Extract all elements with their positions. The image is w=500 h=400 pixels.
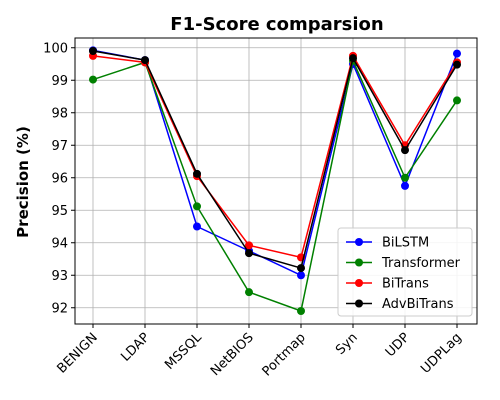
legend-label: AdvBiTrans (382, 297, 454, 312)
data-point (141, 56, 149, 65)
data-point (349, 54, 357, 63)
y-tick-label: 98 (51, 106, 68, 121)
legend-marker (355, 258, 363, 267)
y-axis-label: Precision (%) (14, 126, 32, 238)
chart-title: F1-Score comparsion (170, 14, 383, 35)
legend-item: BiTrans (346, 277, 429, 292)
y-tick-label: 100 (43, 41, 68, 56)
data-point (89, 47, 97, 55)
x-tick-label: MSSQL (162, 330, 205, 373)
y-tick-label: 94 (51, 236, 68, 251)
data-point (401, 181, 409, 190)
legend-label: BiLSTM (382, 236, 429, 251)
series-line (92, 58, 458, 313)
legend-item: Transformer (346, 256, 461, 271)
series-line (92, 53, 458, 259)
data-point (297, 264, 305, 273)
series-line (92, 50, 458, 270)
x-tick-label: Syn (333, 330, 361, 358)
data-point (245, 241, 253, 250)
data-point (401, 173, 409, 182)
data-point (453, 49, 461, 58)
plot-frame (74, 37, 478, 325)
x-tick-label: UDP (383, 330, 413, 360)
x-tick-label: BENIGN (55, 330, 101, 376)
grid (75, 38, 477, 324)
data-point (453, 96, 461, 105)
data-point (297, 307, 305, 315)
y-tick-label: 93 (51, 269, 68, 284)
data-point (297, 271, 305, 280)
y-tick-label: 96 (51, 171, 68, 186)
legend-item: BiLSTM (346, 236, 429, 251)
data-point (401, 146, 409, 155)
x-tick-label: Portmap (260, 330, 309, 379)
legend-marker (355, 299, 363, 308)
data-point (245, 288, 253, 297)
axes: 92 93 94 95 96 97 98 99 100 BENIGN LDAP MSSQL NetBIO… (43, 37, 478, 379)
y-tick-label: 97 (51, 139, 68, 154)
legend-item: AdvBiTrans (346, 297, 454, 312)
y-tick-label: 92 (51, 301, 68, 316)
x-tick-label: NetBIOS (208, 330, 257, 379)
legend-marker (355, 279, 363, 287)
legend: BiLSTM Transformer BiTrans AdvBiTrans (337, 227, 473, 317)
legend-label: BiTrans (382, 277, 429, 292)
series-advbitrans (89, 47, 461, 273)
x-tick-label: UDPLag (418, 330, 465, 377)
data-point (453, 60, 461, 69)
data-point (89, 75, 97, 84)
legend-box (337, 227, 473, 317)
y-tick-label: 99 (51, 74, 68, 89)
legend-label: Transformer (381, 256, 461, 271)
data-point (193, 222, 201, 231)
x-tick-label: LDAP (118, 330, 153, 365)
y-tick-label: 95 (51, 204, 68, 219)
data-point (193, 169, 201, 178)
data-point (193, 202, 201, 211)
series-layer (89, 46, 461, 315)
legend-marker (355, 238, 363, 246)
data-point (245, 249, 253, 258)
